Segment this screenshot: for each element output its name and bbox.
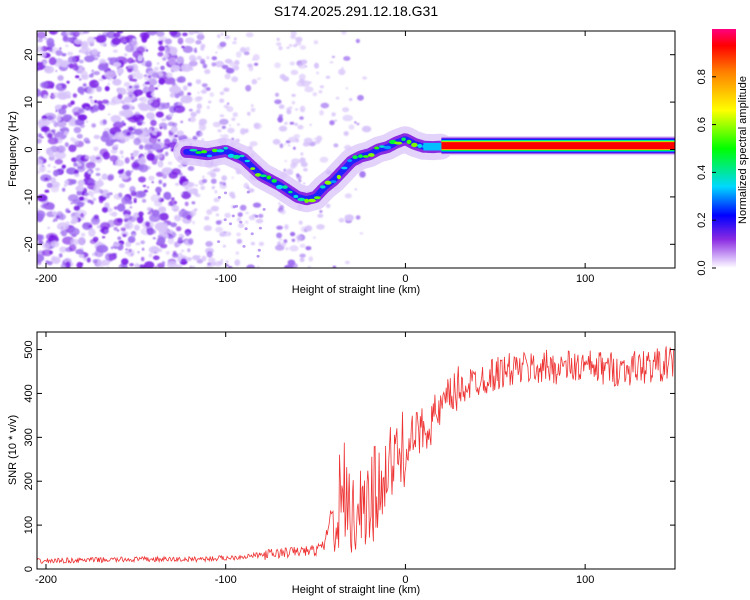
- snr-content: [37, 346, 675, 564]
- spectrogram-ridge: [173, 126, 454, 258]
- x-tick-label: 100: [576, 574, 594, 586]
- colorbar-tick-label: 0.8: [696, 69, 708, 84]
- y-tick-label: 0: [23, 146, 35, 152]
- spectrogram-xlabel: Height of straight line (km): [292, 284, 420, 296]
- y-tick-label: 500: [23, 340, 35, 358]
- x-tick-label: -100: [215, 273, 237, 285]
- y-tick-label: 200: [23, 472, 35, 490]
- snr-xlabel: Height of straight line (km): [292, 584, 420, 596]
- x-tick-label: 0: [402, 273, 408, 285]
- snr-line: [37, 346, 675, 564]
- snr-ylabel: SNR (10 * v/v): [7, 415, 19, 485]
- x-tick-label: 100: [576, 273, 594, 285]
- x-tick-label: 0: [402, 574, 408, 586]
- colorbar-gradient: [712, 29, 736, 268]
- figure-title: S174.2025.291.12.18.G31: [274, 3, 438, 19]
- colorbar-ticks: 0.0 0.2 0.4 0.6 0.8: [696, 69, 716, 276]
- colorbar-tick-label: 0.4: [696, 165, 708, 180]
- y-tick-label: 400: [23, 384, 35, 402]
- snr-panel: -200 -100 0 100 0 100 200 300 400 500 Height of s…: [7, 331, 676, 596]
- colorbar-tick-label: 0.2: [696, 213, 708, 228]
- y-tick-label: 0: [23, 566, 35, 572]
- spectrogram-carrier: [423, 136, 675, 156]
- y-tick-label: 10: [23, 96, 35, 108]
- y-tick-label: 100: [23, 516, 35, 534]
- colorbar: 0.0 0.2 0.4 0.6 0.8 Normalized spectral ampl…: [696, 29, 749, 276]
- colorbar-tick-label: 0.6: [696, 117, 708, 132]
- colorbar-tick-label: 0.0: [696, 260, 708, 275]
- spectrogram-ylabel: Frequency (Hz): [7, 111, 19, 187]
- spectrogram-content: [37, 31, 675, 268]
- x-tick-label: -200: [35, 273, 57, 285]
- y-tick-label: -20: [23, 236, 35, 252]
- y-tick-label: -10: [23, 189, 35, 205]
- x-tick-label: -100: [215, 574, 237, 586]
- x-tick-label: -200: [35, 574, 57, 586]
- colorbar-label: Normalized spectral amplitude: [737, 76, 749, 224]
- y-tick-label: 20: [23, 49, 35, 61]
- y-tick-label: 300: [23, 428, 35, 446]
- snr-axes: -200 -100 0 100 0 100 200 300 400 500: [23, 332, 675, 586]
- snr-frame: [36, 331, 676, 570]
